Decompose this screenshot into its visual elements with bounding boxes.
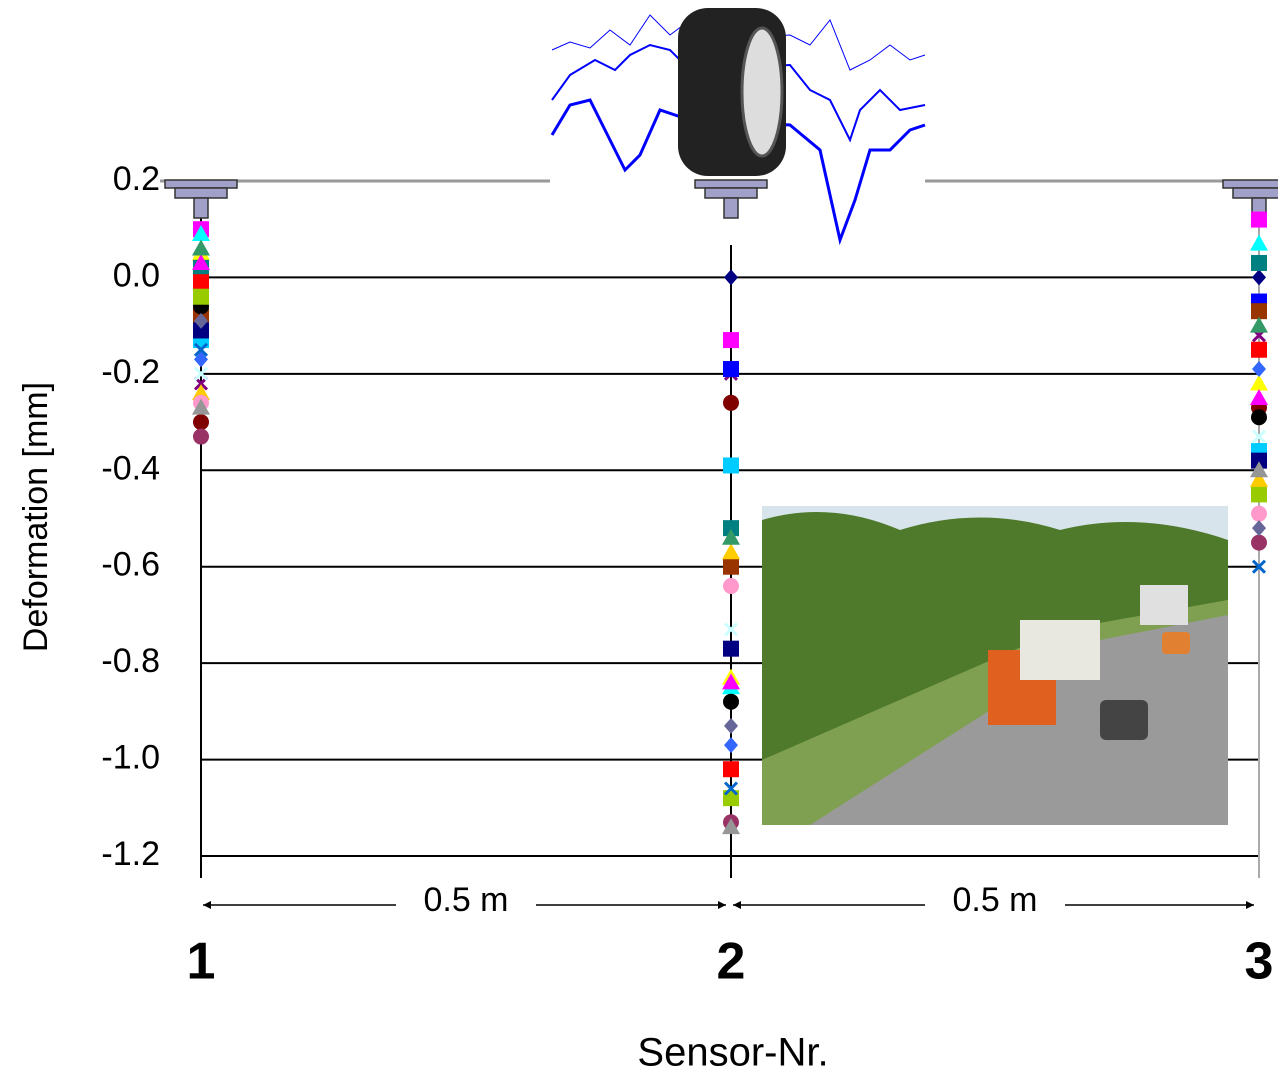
photo-truck [1140,585,1188,625]
sensor-head [165,180,237,188]
data-point [723,761,739,777]
y-tick-label: -0.4 [101,449,160,487]
data-point [724,737,738,753]
chart: Deformation [mm] Sensor-Nr. -1.2 -1.0 -0.8… [0,0,1278,1078]
sensor-head [1223,180,1278,188]
data-point [723,332,739,348]
sensor-head [705,188,757,198]
data-point [723,395,739,411]
x-tick-label: 2 [717,933,746,991]
sensor-head [194,198,208,218]
y-tick-label: 0.0 [113,256,160,294]
data-point [193,289,209,305]
data-point [1250,235,1268,251]
data-point [724,269,738,285]
photo-car [1100,700,1148,740]
data-point [1251,212,1267,228]
data-point [723,457,739,473]
data-point [723,641,739,657]
sensor-head [695,180,767,188]
data-point [1252,520,1266,536]
y-tick-label: -0.2 [101,353,160,391]
y-tick-label: -0.6 [101,546,160,584]
data-point [193,274,209,290]
data-point [193,429,209,445]
data-point [1250,389,1268,405]
y-tick-label: 0.2 [113,160,160,198]
y-tick-label: -1.0 [101,739,160,777]
data-point [193,414,209,430]
x-tick-label: 3 [1245,933,1274,991]
data-point [1251,506,1267,522]
data-point [723,559,739,575]
data-point [1252,269,1266,285]
data-point [1251,342,1267,358]
photo-car [1162,632,1190,654]
y-tick-label: -0.8 [101,642,160,680]
data-point [1251,409,1267,425]
annotation: 0.5 m [423,881,508,919]
x-tick-label: 1 [187,933,216,991]
data-point [723,694,739,710]
y-tick-label: -1.2 [101,835,160,873]
sensor-head [1233,188,1278,198]
data-point [723,361,739,377]
y-axis-label: Deformation [mm] [17,382,55,652]
x-axis-label: Sensor-Nr. [637,1031,828,1075]
data-point [1251,255,1267,271]
data-point [1251,486,1267,502]
decoration [165,0,1278,825]
rim [742,28,782,156]
data-point [723,578,739,594]
sensor-head [175,188,227,198]
annotation: 0.5 m [952,881,1037,919]
data-point [722,543,740,559]
data-point [724,718,738,734]
photo [762,506,1228,825]
data-point [192,240,210,256]
sensor-head [724,198,738,218]
data-point [1251,535,1267,551]
photo-truck [1020,620,1100,680]
